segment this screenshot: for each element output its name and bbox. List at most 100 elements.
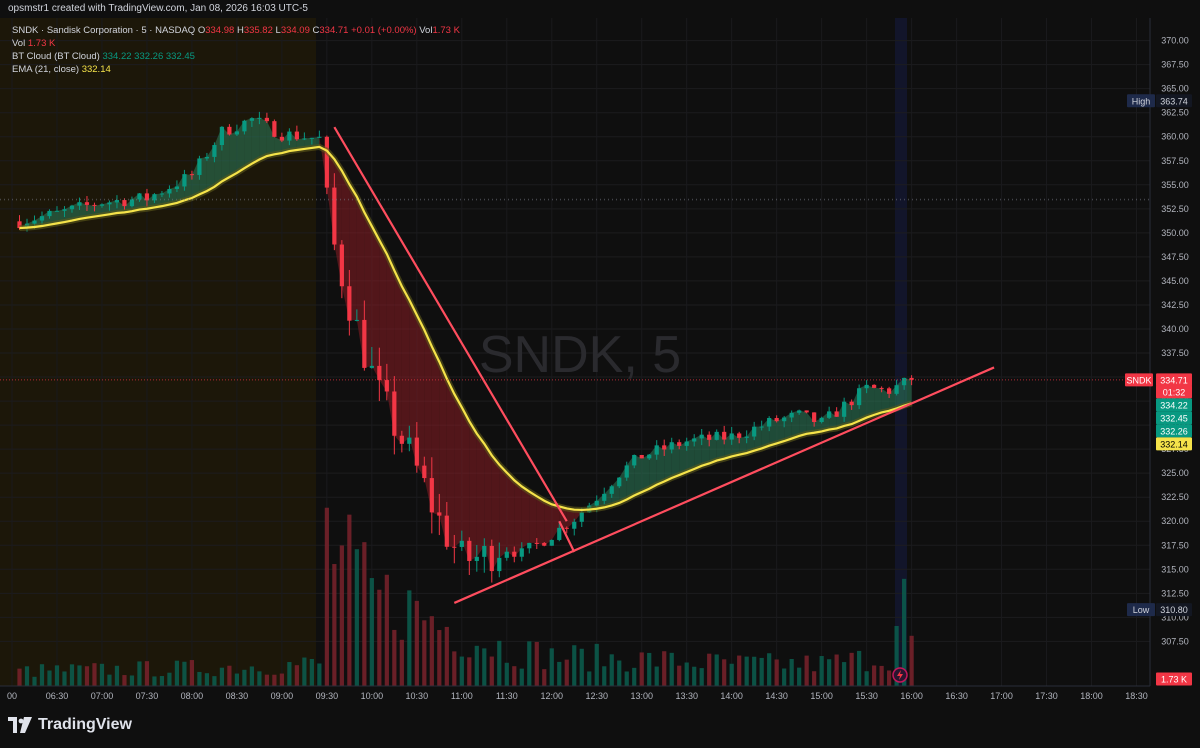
volume-bar — [819, 656, 824, 686]
candle — [77, 197, 82, 210]
candle — [474, 544, 479, 572]
candle — [182, 169, 187, 191]
candle — [842, 397, 847, 422]
volume-bar — [549, 648, 554, 686]
candle — [504, 547, 509, 561]
candle — [452, 534, 457, 564]
svg-text:310.80: 310.80 — [1160, 605, 1188, 615]
volume-bar — [872, 665, 877, 686]
high-label-tag: High — [1127, 94, 1155, 108]
volume-bar — [557, 661, 562, 686]
time-tick: 06:30 — [46, 691, 69, 701]
candle — [219, 126, 225, 151]
price-tick: 320.00 — [1161, 516, 1189, 526]
candle — [234, 124, 240, 136]
candle — [384, 363, 389, 401]
trendline-connector[interactable] — [558, 520, 576, 553]
legend-volume-row[interactable]: Vol 1.73 K — [12, 37, 460, 50]
cloud-segment — [799, 410, 807, 436]
svg-text:SNDK: SNDK — [1126, 375, 1151, 385]
price-chart[interactable]: SNDK, 5 370.00 367.50 365.00 362.50 360.00 35… — [0, 0, 1200, 706]
cloud-segment — [806, 412, 815, 434]
time-axis-bg[interactable] — [0, 686, 1150, 706]
price-axis-bg[interactable] — [1150, 18, 1200, 686]
cloud-segment — [656, 445, 665, 485]
candle — [849, 399, 854, 410]
cloud-tag-1: 334.22 — [1156, 398, 1192, 412]
cloud-segment — [514, 480, 522, 557]
low-label: L — [275, 25, 281, 36]
svg-text:363.74: 363.74 — [1160, 96, 1188, 106]
volume-bar — [99, 663, 105, 686]
volume-bar — [879, 665, 884, 686]
volume-bar — [302, 657, 307, 686]
volume-bar — [24, 666, 30, 686]
svg-text:332.14: 332.14 — [1160, 439, 1188, 449]
cloud-segment — [439, 361, 447, 547]
candle — [542, 542, 547, 547]
volume-bar — [887, 670, 892, 686]
trendline-up[interactable] — [453, 366, 995, 604]
legend-cloud-row[interactable]: BT Cloud (BT Cloud) 334.22 332.26 332.45 — [12, 50, 460, 63]
volume-bar — [587, 671, 592, 686]
volume-bar — [47, 670, 52, 686]
volume-bar — [849, 652, 854, 686]
volume-bar — [272, 674, 277, 686]
candle — [549, 539, 554, 546]
price-tick: 347.50 — [1161, 252, 1189, 262]
volume-bar — [122, 675, 127, 686]
volume-bar — [512, 666, 517, 686]
time-tick: 09:30 — [316, 691, 339, 701]
candle — [677, 439, 682, 450]
candle — [92, 202, 97, 212]
candle — [894, 379, 899, 396]
volume-tag: 1.73 K — [1156, 672, 1192, 686]
tradingview-logo[interactable]: TradingView — [8, 716, 132, 734]
cloud-segment — [679, 441, 687, 476]
cloud-segment — [431, 346, 440, 516]
cloud-segment — [274, 136, 282, 155]
time-tick: 10:00 — [361, 691, 384, 701]
volume-bar — [317, 663, 322, 686]
alert-icon[interactable] — [892, 667, 908, 683]
volume-bar — [159, 676, 165, 686]
cloud-segment — [499, 464, 507, 558]
volume-bar — [534, 641, 539, 686]
candle — [654, 440, 659, 460]
candle — [287, 128, 292, 146]
volume-bar — [692, 666, 697, 686]
cloud-segment — [79, 202, 87, 219]
candle — [227, 124, 232, 136]
volume-bar — [392, 629, 397, 686]
legend-ema-row[interactable]: EMA (21, close) 332.14 — [12, 63, 460, 76]
cloud-segment — [641, 454, 650, 493]
volume-bar — [459, 656, 464, 686]
candle — [609, 484, 614, 498]
symbol-line[interactable]: SNDK · Sandisk Corporation · 5 · NASDAQ — [12, 25, 196, 36]
trendlines[interactable] — [333, 126, 995, 604]
volume-bar — [137, 661, 142, 686]
svg-text:332.26: 332.26 — [1160, 426, 1188, 436]
volume-bar — [62, 671, 67, 686]
trendline-down[interactable] — [333, 126, 568, 522]
volume-bar — [339, 545, 344, 686]
candle — [812, 412, 817, 427]
volume-bars — [17, 507, 914, 686]
cloud-segment — [229, 131, 237, 178]
volume-bar — [407, 590, 412, 686]
volume-bar — [347, 514, 352, 686]
volume-bar — [279, 673, 284, 686]
cloud-segment — [409, 299, 417, 466]
price-tick: 337.50 — [1161, 348, 1189, 358]
volume-bar — [774, 659, 779, 686]
candle — [534, 538, 539, 549]
candle — [152, 193, 157, 204]
cloud-segment — [416, 315, 425, 479]
candle — [249, 117, 254, 127]
candle — [129, 196, 135, 208]
time-tick: 16:30 — [945, 691, 968, 701]
volume-bar — [542, 669, 547, 686]
candle — [767, 416, 772, 432]
time-tick: 14:00 — [720, 691, 743, 701]
time-tick: 07:00 — [91, 691, 114, 701]
